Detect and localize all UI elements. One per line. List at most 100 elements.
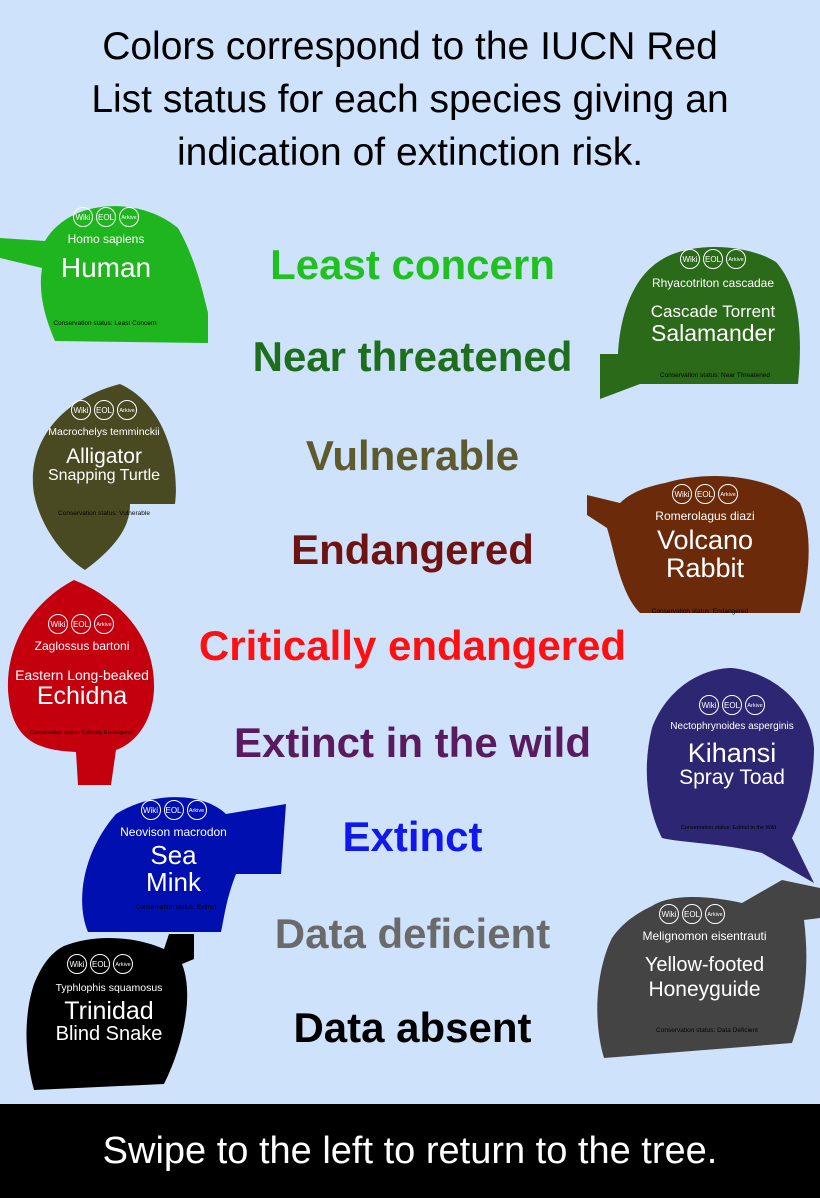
- leaf-shape: [597, 880, 820, 1058]
- scientific-name: Zaglossus bartoni: [34, 639, 130, 653]
- common-name-line-1: Kihansi: [687, 738, 777, 768]
- footer-instruction: Swipe to the left to return to the tree.: [0, 1104, 820, 1198]
- arkive-link-button[interactable]: Arkive: [119, 207, 139, 227]
- common-name: Human: [60, 252, 152, 283]
- status-extinct-in-the-wild: Extinct in the wild: [233, 719, 592, 766]
- intro-text: Colors correspond to the IUCN Red List s…: [0, 20, 820, 179]
- status-vulnerable: Vulnerable: [305, 432, 520, 479]
- conservation-status: Conservation status: Endangered: [651, 608, 749, 615]
- common-name-line-2: Honeyguide: [648, 978, 761, 1001]
- eol-link-button[interactable]: EOL: [96, 207, 116, 227]
- common-name-line-1: Alligator: [66, 445, 142, 468]
- common-name-line-2: Echidna: [36, 681, 128, 710]
- leaf-eastern-long-beaked-echidna[interactable]: Wiki EOL Arkive Zaglossus bartoni Easter…: [6, 580, 158, 785]
- scientific-name: Homo sapiens: [67, 232, 145, 246]
- scientific-name: Typhlophis squamosus: [55, 982, 163, 994]
- wiki-link-button[interactable]: Wiki: [659, 904, 679, 924]
- conservation-status: Conservation status: Critically Endanger…: [30, 730, 134, 736]
- leaf-shape: [32, 384, 176, 570]
- leaf-alligator-snapping-turtle[interactable]: Wiki EOL Arkive Macrochelys temminckii A…: [30, 384, 178, 570]
- leaf-shape: [587, 475, 809, 613]
- leaf-shape: [7, 580, 155, 785]
- wiki-link-button[interactable]: Wiki: [680, 249, 700, 269]
- wiki-link-button[interactable]: Wiki: [699, 695, 719, 715]
- scientific-name: Melignomon eisentrauti: [642, 929, 767, 943]
- leaf-shape: [646, 668, 814, 883]
- eol-link-button[interactable]: EOL: [682, 904, 702, 924]
- eol-link-button[interactable]: EOL: [695, 484, 715, 504]
- leaf-links: Wiki EOL Arkive: [42, 207, 170, 227]
- leaf-links: Wiki EOL Arkive: [628, 249, 798, 269]
- leaf-shape: [600, 246, 800, 399]
- arkive-link-button[interactable]: Arkive: [113, 954, 133, 974]
- arkive-link-button[interactable]: Arkive: [705, 904, 725, 924]
- leaf-links: Wiki EOL Arkive: [617, 904, 792, 924]
- scientific-name: Macrochelys temminckii: [48, 426, 160, 438]
- eol-link-button[interactable]: EOL: [163, 800, 184, 820]
- common-name-line-2: Snapping Turtle: [47, 467, 161, 485]
- conservation-status: Conservation status: Extinct: [135, 904, 217, 911]
- conservation-status: Conservation status: Near Threatened: [659, 372, 771, 379]
- common-name-line-1: Yellow-footed: [644, 954, 765, 976]
- leaf-kihansi-spray-toad[interactable]: Wiki EOL Arkive Nectophrynoides aspergin…: [642, 668, 815, 883]
- leaf-volcano-rabbit[interactable]: Wiki EOL Arkive Romerolagus diazi Volcan…: [585, 473, 810, 623]
- leaf-human[interactable]: Wiki EOL Arkive Homo sapiens Human Conse…: [0, 198, 210, 343]
- common-name-line-2: Salamander: [650, 319, 776, 346]
- eol-link-button[interactable]: EOL: [703, 249, 723, 269]
- leaf-links: Wiki EOL Arkive: [635, 484, 775, 504]
- leaf-links: Wiki EOL Arkive: [662, 695, 802, 715]
- common-name-line-2: Rabbit: [665, 553, 745, 584]
- common-name-line-1: Cascade Torrent: [650, 302, 776, 321]
- arkive-link-button[interactable]: Arkive: [186, 800, 207, 820]
- scientific-name: Neovison macrodon: [120, 825, 227, 839]
- scientific-name: Romerolagus diazi: [655, 509, 755, 523]
- scientific-name: Nectophrynoides asperginis: [670, 721, 794, 732]
- leaf-shape: [82, 797, 286, 932]
- status-data-absent: Data absent: [293, 1004, 532, 1051]
- arkive-link-button[interactable]: Arkive: [745, 695, 765, 715]
- wiki-link-button[interactable]: Wiki: [73, 207, 93, 227]
- common-name-line-2: Spray Toad: [679, 766, 785, 790]
- arkive-link-button[interactable]: Arkive: [718, 484, 738, 504]
- conservation-status: Conservation status: Extinct in the Wild: [680, 825, 777, 831]
- leaf-yellow-footed-honeyguide[interactable]: Wiki EOL Arkive Melignomon eisentrauti Y…: [592, 878, 820, 1058]
- common-name-line-1: Trinidad: [64, 997, 154, 1025]
- leaf-links: Wiki EOL Arkive: [34, 954, 184, 974]
- conservation-status: Conservation status: Vulnerable: [58, 510, 150, 517]
- status-endangered: Endangered: [291, 526, 534, 573]
- intro-line-2: List status for each species giving an: [91, 78, 729, 121]
- leaf-cascade-torrent-salamander[interactable]: Wiki EOL Arkive Rhyacotriton cascadae Ca…: [598, 244, 810, 399]
- arkive-link-button[interactable]: Arkive: [117, 400, 137, 420]
- common-name-line-1: Eastern Long-beaked: [15, 667, 149, 683]
- leaf-links: Wiki EOL Arkive: [34, 400, 174, 420]
- leaf-trinidad-blind-snake[interactable]: Wiki EOL Arkive Typhlophis squamosus Tri…: [24, 934, 199, 1090]
- arkive-link-button[interactable]: Arkive: [726, 249, 746, 269]
- common-name-line-1: Volcano: [656, 525, 754, 555]
- status-data-deficient: Data deficient: [274, 910, 551, 957]
- conservation-status: Conservation status: Data Deficient: [656, 1027, 758, 1034]
- conservation-status: Conservation status: Not Evaluated: [59, 1064, 161, 1071]
- status-extinct: Extinct: [342, 813, 483, 860]
- wiki-link-button[interactable]: Wiki: [672, 484, 692, 504]
- common-name-line-1: Sea: [150, 840, 197, 870]
- intro-line-3: indication of extinction risk.: [176, 131, 644, 174]
- eol-link-button[interactable]: EOL: [722, 695, 742, 715]
- conservation-status: Conservation status: Least Concern: [53, 320, 157, 327]
- status-least-concern: Least concern: [270, 241, 555, 288]
- wiki-link-button[interactable]: Wiki: [140, 800, 161, 820]
- wiki-link-button[interactable]: Wiki: [71, 400, 91, 420]
- leaf-sea-mink[interactable]: Wiki EOL Arkive Neovison macrodon Sea Mi…: [76, 794, 288, 932]
- eol-link-button[interactable]: EOL: [71, 614, 91, 634]
- arkive-link-button[interactable]: Arkive: [94, 614, 114, 634]
- eol-link-button[interactable]: EOL: [94, 400, 114, 420]
- status-critically-endangered: Critically endangered: [198, 622, 627, 669]
- status-near-threatened: Near threatened: [252, 333, 573, 380]
- eol-link-button[interactable]: EOL: [90, 954, 110, 974]
- leaf-links: Wiki EOL Arkive: [106, 800, 241, 820]
- leaf-links: Wiki EOL Arkive: [10, 614, 154, 634]
- wiki-link-button[interactable]: Wiki: [48, 614, 68, 634]
- wiki-link-button[interactable]: Wiki: [67, 954, 87, 974]
- leaf-shape: [0, 206, 208, 343]
- intro-line-1: Colors correspond to the IUCN Red: [102, 25, 718, 68]
- leaf-shape: [26, 934, 194, 1090]
